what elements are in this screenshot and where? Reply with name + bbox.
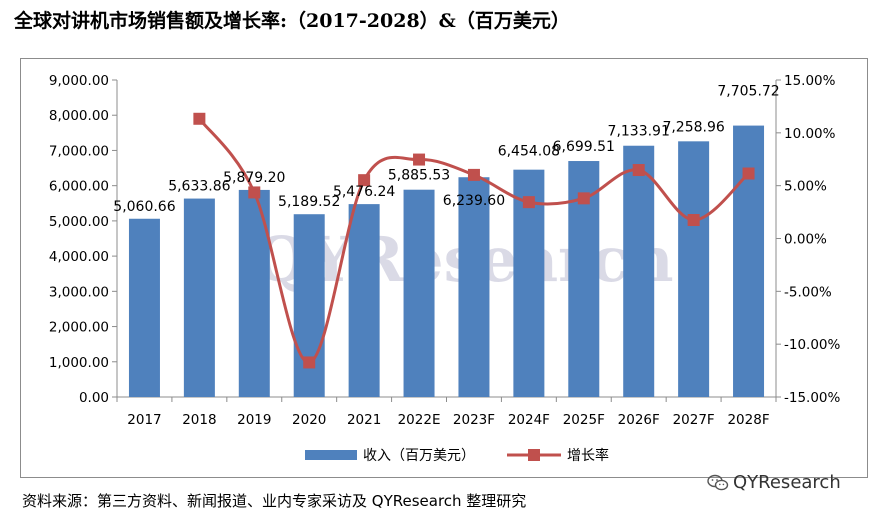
growth-marker	[577, 192, 590, 205]
x-tick-label: 2027F	[673, 412, 715, 428]
bar	[623, 145, 655, 397]
left-tick-label: 6,000.00	[49, 179, 109, 195]
bar	[733, 125, 765, 398]
bar-data-label: 5,885.53	[388, 168, 450, 184]
growth-marker	[467, 168, 480, 181]
x-tick-label: 2028F	[727, 412, 769, 428]
left-tick-label: 7,000.00	[49, 143, 109, 159]
x-tick-label: 2018	[182, 412, 216, 428]
left-tick-label: 9,000.00	[49, 73, 109, 89]
legend-line-label: 增长率	[567, 447, 609, 464]
bar-data-label: 7,133.91	[608, 124, 670, 140]
right-tick-label: -5.00%	[784, 284, 832, 300]
bar	[348, 204, 380, 397]
bar-data-label: 5,879.20	[223, 170, 285, 186]
brand-text: QYResearch	[733, 472, 841, 493]
bar	[183, 198, 215, 397]
legend-bar-label: 收入（百万美元）	[363, 448, 475, 464]
right-tick-label: 15.00%	[784, 73, 836, 89]
x-tick-label: 2023F	[453, 412, 495, 428]
right-tick-label: -10.00%	[784, 337, 841, 353]
bar	[458, 177, 490, 397]
growth-marker	[522, 196, 535, 209]
x-tick-label: 2017	[127, 412, 161, 428]
x-tick-label: 2026F	[618, 412, 660, 428]
x-tick-label: 2021	[347, 412, 381, 428]
brand-mark: QYResearch	[707, 472, 841, 493]
right-tick-label: 0.00%	[784, 232, 827, 248]
x-tick-label: 2024F	[508, 412, 550, 428]
bar-data-label: 5,060.66	[113, 199, 175, 215]
bar	[293, 214, 325, 397]
growth-marker	[742, 167, 755, 180]
bar-data-label: 6,239.60	[443, 193, 505, 209]
growth-marker	[193, 112, 206, 125]
bar-data-label: 7,258.96	[662, 119, 724, 135]
left-tick-label: 2,000.00	[49, 320, 109, 336]
right-tick-label: 5.00%	[784, 179, 827, 195]
wechat-icon	[707, 474, 729, 490]
x-tick-label: 2020	[292, 412, 326, 428]
growth-marker	[413, 153, 426, 166]
bar	[128, 218, 160, 397]
bar-data-label: 5,189.52	[278, 194, 340, 210]
chart-title: 全球对讲机市场销售额及增长率:（2017-2028）&（百万美元）	[14, 10, 570, 32]
bar-data-label: 6,699.51	[553, 139, 615, 155]
left-tick-label: 1,000.00	[49, 355, 109, 371]
bar	[678, 141, 710, 397]
bar-data-label: 5,476.24	[333, 184, 395, 200]
bar-data-label: 5,633.86	[168, 179, 230, 195]
growth-marker	[248, 186, 261, 199]
x-tick-label: 2019	[237, 412, 271, 428]
growth-marker	[358, 174, 371, 187]
left-tick-label: 4,000.00	[49, 249, 109, 265]
growth-line	[198, 117, 750, 364]
growth-marker	[303, 356, 316, 369]
right-tick-label: 10.00%	[784, 126, 836, 142]
bar-data-label: 7,705.72	[717, 84, 779, 100]
right-tick-label: -15.00%	[784, 390, 841, 406]
bar	[403, 189, 435, 397]
x-tick-label: 2025F	[563, 412, 605, 428]
left-tick-label: 3,000.00	[49, 284, 109, 300]
left-tick-label: 8,000.00	[49, 108, 109, 124]
bar-data-label: 6,454.08	[498, 144, 560, 160]
chart-frame: QYResearch0.001,000.002,000.003,000.004,…	[20, 58, 868, 478]
legend-bar-swatch	[305, 450, 357, 460]
legend-line-marker	[528, 449, 540, 461]
combo-chart: QYResearch0.001,000.002,000.003,000.004,…	[49, 73, 841, 464]
left-tick-label: 0.00	[79, 390, 109, 406]
x-tick-label: 2022E	[398, 412, 441, 428]
source-note: 资料来源：第三方资料、新闻报道、业内专家采访及 QYResearch 整理研究	[22, 492, 527, 510]
growth-marker	[632, 164, 645, 177]
left-tick-label: 5,000.00	[49, 214, 109, 230]
growth-marker	[687, 214, 700, 227]
